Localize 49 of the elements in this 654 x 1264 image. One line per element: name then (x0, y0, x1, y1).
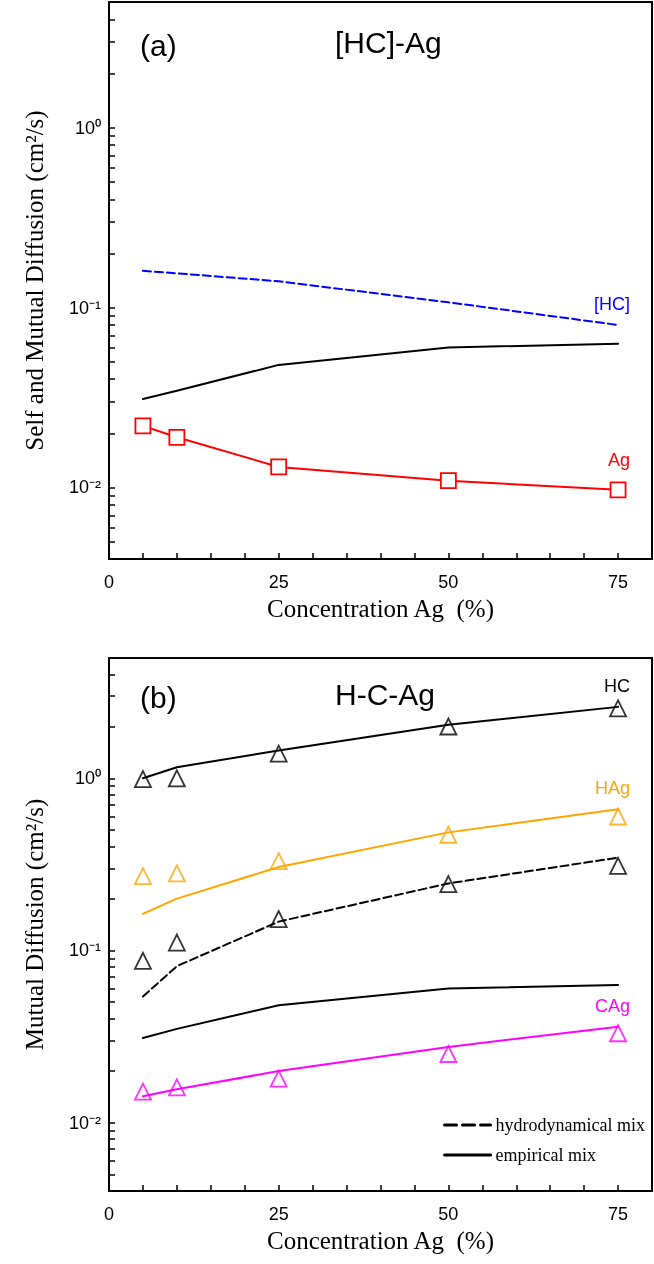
point (167, 933, 186, 952)
point (439, 1045, 458, 1063)
series-label: [HC] (594, 294, 631, 314)
point (270, 458, 288, 476)
legend-label: empirical mix (495, 1145, 596, 1165)
point (134, 417, 152, 435)
point (439, 472, 457, 490)
x-tick-label: 25 (268, 572, 289, 592)
x-tick-label: 0 (103, 1204, 115, 1224)
series-label: HAg (595, 778, 631, 799)
y-axis-title: Self and Mutual Diffusion (cm²/s) (21, 110, 49, 451)
x-tick-label: 50 (438, 1204, 459, 1224)
x-axis-title: Concentration Ag (%) (266, 1226, 495, 1255)
x-tick-label: 75 (608, 572, 629, 592)
point (609, 807, 627, 826)
point (609, 699, 627, 718)
y-tick-label: 10⁻² (68, 1112, 102, 1133)
point (609, 481, 627, 499)
x-tick-label: 25 (268, 1204, 289, 1224)
point (269, 1069, 288, 1088)
series-label: Ag (608, 450, 631, 471)
y-tick-label: 10⁰ (74, 768, 101, 789)
point (609, 1024, 627, 1043)
y-axis-title: Mutual Diffusion (cm²/s) (21, 798, 49, 1051)
point (134, 951, 152, 970)
point (167, 769, 186, 788)
series-label: HC (604, 675, 631, 696)
x-tick-label: 50 (438, 572, 459, 592)
annotation: (b) (140, 680, 177, 714)
text: H-C-Ag (335, 677, 436, 711)
annotation: (a) (140, 28, 177, 62)
point (134, 867, 152, 886)
point (168, 428, 186, 446)
y-tick-label: 10⁻² (68, 477, 102, 498)
point (609, 856, 627, 875)
series-label: CAg (595, 995, 631, 1016)
text: [HC]-Ag (335, 25, 442, 59)
legend-label: hydrodynamical mix (495, 1115, 645, 1135)
point (269, 744, 288, 763)
y-tick-label: 10⁰ (74, 117, 101, 138)
x-tick-label: 0 (103, 572, 115, 592)
point (134, 770, 152, 788)
point (439, 825, 458, 844)
y-tick-label: 10⁻¹ (68, 297, 102, 318)
x-tick-label: 75 (608, 1204, 629, 1224)
x-axis-title: Concentration Ag (%) (266, 594, 495, 623)
y-tick-label: 10⁻¹ (68, 940, 102, 961)
line-series (141, 342, 620, 401)
point (167, 864, 186, 883)
